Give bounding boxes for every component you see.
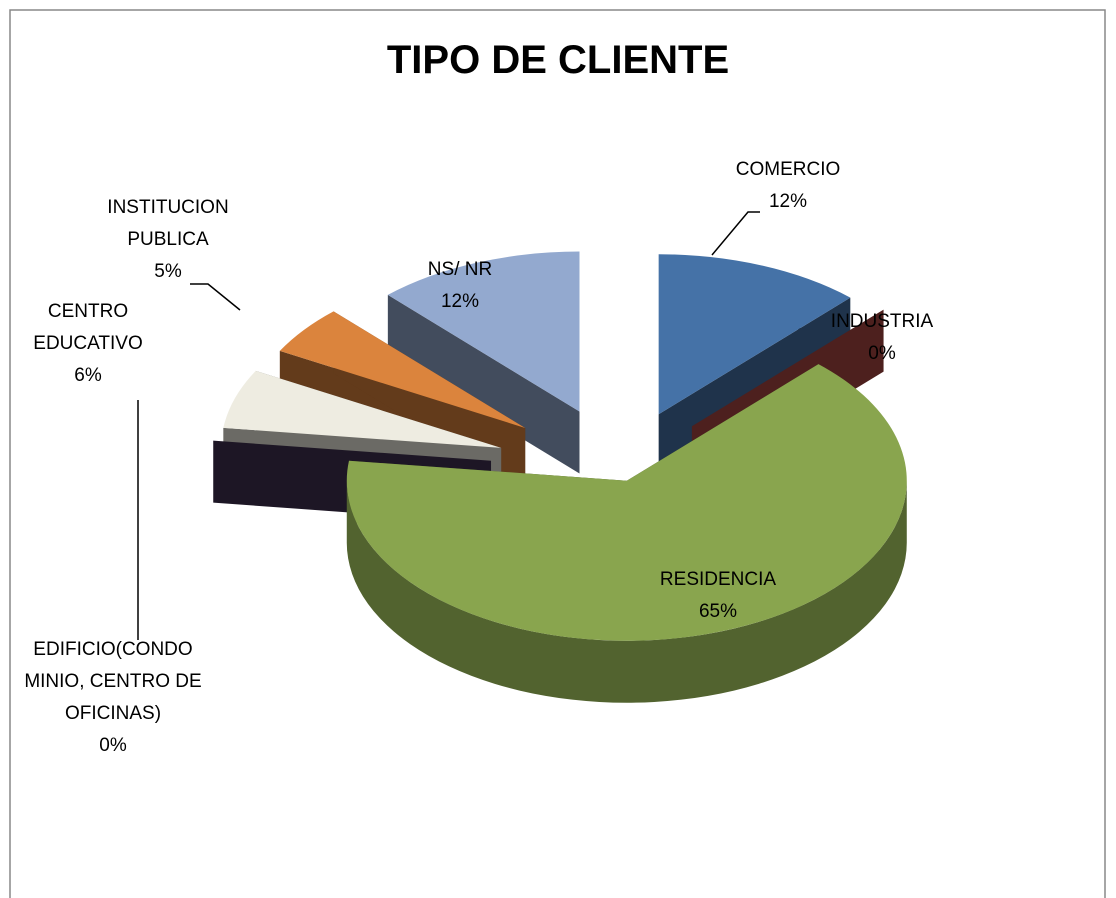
slice-side — [387, 294, 580, 474]
category-label: COMERCIO — [735, 159, 841, 180]
value-label: 12% — [768, 191, 808, 212]
slice-top — [279, 311, 526, 428]
leader-line — [711, 211, 760, 256]
value-label: 0% — [99, 735, 127, 756]
data-label: EDIFICIO(CONDO MINIO, CENTRO DE OFICINAS… — [13, 634, 213, 762]
slice — [387, 251, 580, 474]
data-label: RESIDENCIA 65% — [618, 564, 818, 628]
slice-top — [223, 370, 502, 448]
category-label: RESIDENCIA — [659, 569, 777, 590]
slice-top — [346, 364, 907, 641]
value-label: 0% — [868, 343, 896, 364]
data-label: INSTITUCION PUBLICA 5% — [88, 192, 248, 288]
category-label: NS/ NR — [427, 259, 493, 280]
value-label: 12% — [440, 291, 480, 312]
slice-top — [658, 254, 851, 415]
category-label: CENTRO EDUCATIVO — [33, 301, 143, 354]
data-label: INDUSTRIA 0% — [802, 306, 962, 370]
data-label: NS/ NR 12% — [400, 254, 520, 318]
leader-line — [190, 283, 241, 311]
value-label: 6% — [74, 365, 102, 386]
slice-top — [387, 251, 580, 412]
category-label: INDUSTRIA — [830, 311, 934, 332]
slice — [346, 364, 907, 703]
slice-wall — [346, 480, 907, 703]
data-label: COMERCIO 12% — [708, 154, 868, 218]
data-label: CENTRO EDUCATIVO 6% — [18, 296, 158, 392]
chart-border — [9, 9, 1106, 898]
category-label: INSTITUCION PUBLICA — [107, 197, 229, 250]
chart-title: TIPO DE CLIENTE — [386, 38, 730, 82]
value-label: 65% — [698, 601, 738, 622]
category-label: EDIFICIO(CONDO MINIO, CENTRO DE OFICINAS… — [24, 639, 202, 724]
value-label: 5% — [154, 261, 182, 282]
